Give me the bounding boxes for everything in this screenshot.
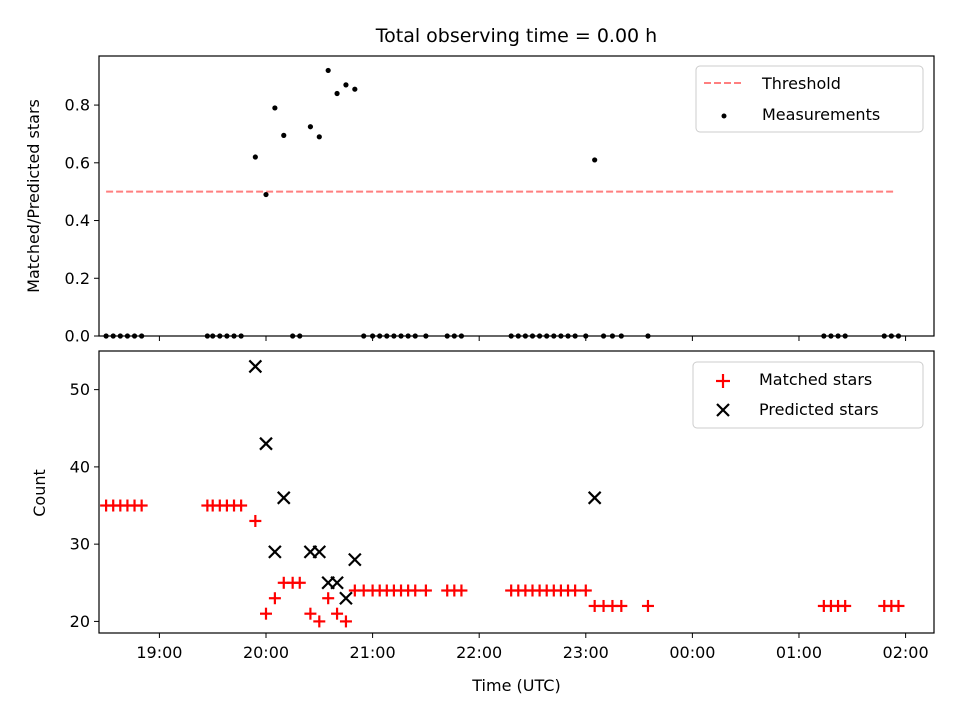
matched-star-point: [419, 584, 432, 597]
matched-star-point: [293, 576, 306, 589]
predicted-legend-swatch: [716, 403, 730, 417]
matched-star-point: [409, 584, 422, 597]
measurement-point: [592, 157, 598, 163]
count-plot-area: [100, 359, 905, 628]
count-y-tick-label: 20: [70, 612, 90, 631]
matched-star-point: [331, 607, 344, 620]
predicted-star-point: [587, 491, 602, 505]
predicted-star-point: [268, 545, 282, 559]
chart-title: Total observing time = 0.00 h: [375, 25, 657, 47]
x-tick-label: 20:00: [243, 643, 289, 662]
predicted-star-point: [259, 436, 273, 451]
count-legend-box: [692, 361, 924, 429]
matched-star-point: [892, 599, 905, 612]
ratio-plot-frame: [98, 55, 935, 337]
matched-star-point: [260, 607, 272, 620]
measurement-point: [352, 86, 358, 92]
predicted-star-point: [348, 552, 362, 567]
ratio-y-tick-label: 0.0: [65, 327, 90, 346]
predicted-star-point: [276, 491, 291, 505]
ratio-x-ticks: [158, 336, 907, 341]
predicted-legend-label: Predicted stars: [759, 400, 879, 419]
matched-star-point: [304, 607, 317, 620]
x-tick-label: 19:00: [136, 643, 182, 662]
count-y-ticks: 20 30 40 50: [70, 380, 99, 631]
predicted-star-point: [312, 545, 327, 559]
x-tick-label: 21:00: [350, 643, 396, 662]
threshold-legend-label: Threshold: [761, 74, 841, 93]
ratio-legend: Threshold Measurements: [695, 65, 924, 133]
ratio-y-tick-label: 0.8: [65, 96, 90, 115]
matched-legend-label: Matched stars: [759, 370, 872, 389]
measurement-point: [334, 90, 340, 97]
matched-star-point: [579, 584, 592, 597]
matched-star-point: [455, 584, 468, 597]
measurement-point: [281, 132, 287, 138]
matched-star-point: [339, 615, 352, 628]
matched-star-point: [569, 584, 582, 597]
matched-star-point: [322, 592, 335, 605]
ratio-y-tick-label: 0.2: [65, 269, 90, 288]
ratio-y-ticks: 0.0 0.2 0.4 0.6 0.8: [65, 96, 99, 346]
x-tick-label: 00:00: [669, 643, 715, 662]
measurement-point: [325, 67, 331, 74]
matched-star-point: [268, 592, 281, 605]
measurement-point: [343, 82, 349, 88]
matched-star-point: [313, 615, 326, 628]
ratio-y-tick-label: 0.4: [65, 211, 90, 230]
x-tick-label: 23:00: [563, 643, 609, 662]
measurements-legend-swatch: [721, 113, 727, 119]
count-panel: Count Time (UTC) 20 30 40 50 19:00 20:00 21:0…: [30, 350, 935, 695]
count-y-tick-label: 50: [70, 380, 90, 399]
x-tick-label: 01:00: [776, 643, 822, 662]
count-legend: Matched stars Predicted stars: [692, 361, 924, 429]
matched-star-point: [235, 499, 248, 512]
matched-star-point: [641, 599, 654, 612]
measurement-point: [316, 134, 322, 140]
count-plot-frame: [98, 350, 935, 634]
x-tick-label: 22:00: [456, 643, 502, 662]
predicted-star-point: [248, 359, 263, 374]
count-y-tick-label: 30: [70, 535, 90, 554]
predicted-star-point: [339, 591, 353, 606]
measurement-point: [252, 154, 258, 160]
ratio-y-tick-label: 0.6: [65, 153, 90, 172]
matched-star-point: [615, 599, 628, 612]
count-x-ticks: 19:00 20:00 21:00 22:00 23:00 00:00 01:00 02:00: [136, 633, 929, 662]
count-y-tick-label: 40: [70, 457, 90, 476]
predicted-star-point: [330, 576, 344, 590]
x-axis-label: Time (UTC): [471, 676, 560, 695]
matched-star-point: [249, 514, 262, 527]
matched-star-point: [135, 499, 148, 512]
matched-star-point: [839, 599, 852, 612]
measurements-legend-label: Measurements: [762, 105, 880, 124]
matched-legend-swatch: [716, 374, 730, 388]
measurement-point: [307, 124, 314, 130]
count-y-axis-label: Count: [30, 469, 49, 517]
ratio-panel: Total observing time = 0.00 h Matched/Pr…: [24, 25, 935, 346]
measurement-point: [272, 105, 278, 111]
measurement-point: [263, 191, 269, 198]
x-tick-label: 02:00: [883, 643, 929, 662]
ratio-y-axis-label: Matched/Predicted stars: [24, 99, 43, 293]
ratio-legend-box: [695, 65, 924, 133]
